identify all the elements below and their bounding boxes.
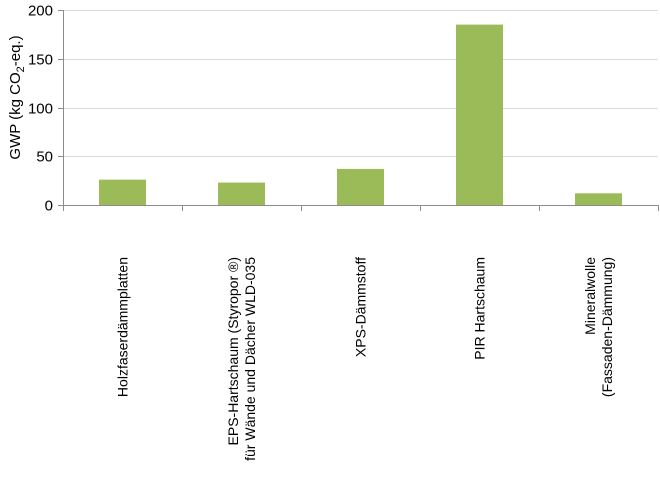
x-tick-label-1-line-1: für Wände und Dächer WLD-035: [242, 257, 258, 461]
y-tick-label-100: 100: [28, 101, 53, 118]
x-tick-label-4-line-0: Mineralwolle: [582, 257, 598, 335]
x-tick-label-4-line-1: (Fassaden-Dämmung): [599, 257, 615, 397]
x-tick-label-2: XPS-Dämmstoff: [353, 257, 369, 357]
y-tick-label-50: 50: [36, 149, 53, 166]
y-axis-label: GWP (kg CO2-eq.): [7, 35, 27, 159]
y-tick-label-0: 0: [45, 198, 53, 215]
x-tick-label-1: EPS-Hartschaum (Styropor ®)für Wände und…: [225, 257, 258, 461]
axes: [58, 10, 659, 211]
y-tick-label-150: 150: [28, 52, 53, 69]
y-axis-label-prefix: GWP (kg CO: [7, 72, 24, 159]
y-tick-label-200: 200: [28, 3, 53, 20]
x-tick-label-0-line-0: Holzfaserdämmplatten: [115, 257, 131, 397]
bar-1: [218, 182, 265, 205]
bar-2: [337, 168, 384, 205]
x-tick-label-4: Mineralwolle(Fassaden-Dämmung): [582, 257, 615, 397]
bar-4: [575, 193, 622, 205]
bars: [99, 24, 622, 205]
y-tick-labels: 0 50 100 150 200: [28, 3, 53, 215]
x-tick-label-3: PIR Hartschaum: [472, 257, 488, 360]
x-tick-label-3-line-0: PIR Hartschaum: [472, 257, 488, 360]
x-tick-label-1-line-0: EPS-Hartschaum (Styropor ®): [225, 257, 241, 445]
bar-0: [99, 179, 146, 205]
gridlines: [63, 10, 658, 157]
x-tick-label-0: Holzfaserdämmplatten: [115, 257, 131, 397]
x-tick-label-2-line-0: XPS-Dämmstoff: [353, 257, 369, 357]
y-axis-label-subscript: 2: [15, 66, 27, 72]
x-tick-labels: Holzfaserdämmplatten EPS-Hartschaum (Styr…: [115, 257, 616, 461]
y-axis-label-suffix: -eq.): [7, 35, 24, 66]
bar-3: [456, 24, 503, 205]
